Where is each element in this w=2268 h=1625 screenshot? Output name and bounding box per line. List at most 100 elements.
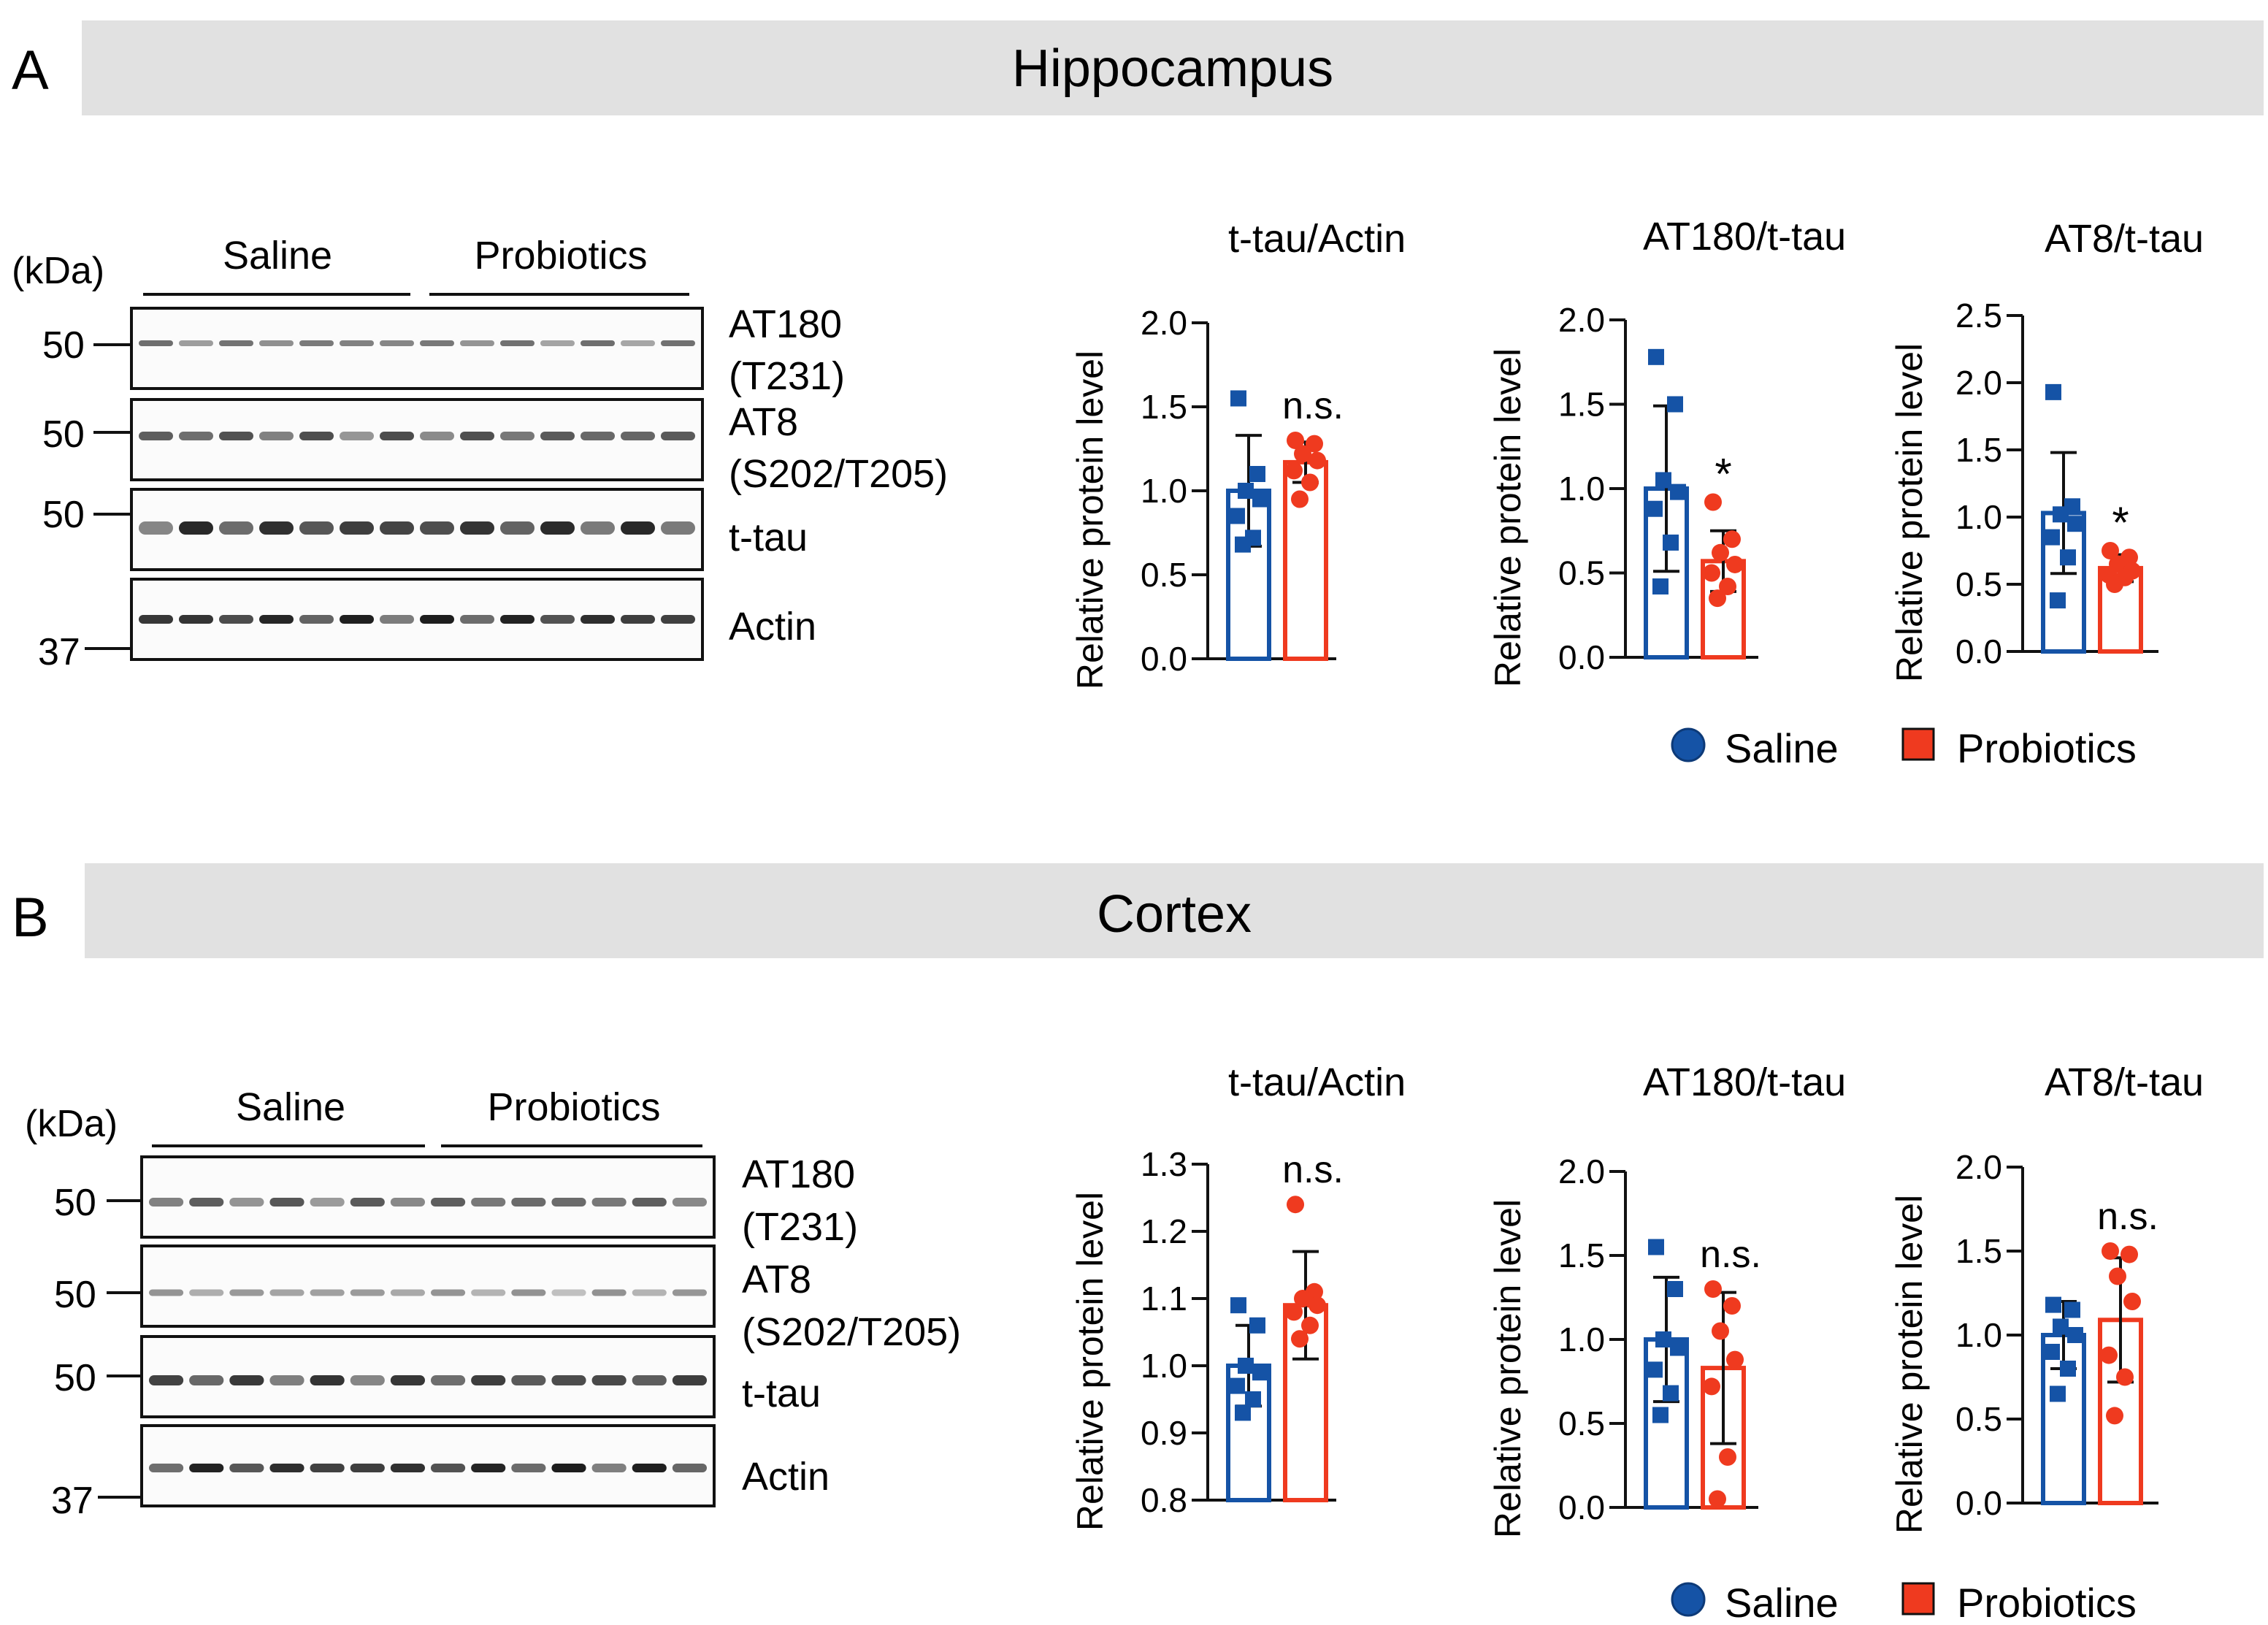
blot-band: [471, 1198, 506, 1207]
blot-band: [229, 1198, 264, 1207]
chart-b-at8-ttau: AT8/t-tau 0.0 0.5 1.0 1.5 2.0 Relative protein…: [1889, 1060, 2204, 1534]
data-point-probiotics: [2106, 1407, 2123, 1425]
blot-band: [551, 1289, 586, 1296]
chart-a-at8-ttau: AT8/t-tau 0.0 0.5 1.0 1.5 2.0 2.5 Relative prot…: [1889, 217, 2204, 682]
legend-b: Saline Probiotics: [1671, 1580, 2137, 1625]
blot-b-row-label-at180-line1: AT180: [742, 1152, 855, 1196]
blot-b-row-label-at180-line2: (T231): [742, 1205, 858, 1249]
blot-band: [540, 615, 575, 624]
panel-a-banner: [82, 20, 2264, 115]
blot-band: [269, 1289, 304, 1296]
data-point-saline: [1230, 390, 1246, 407]
blot-band: [460, 432, 494, 440]
panel-b-letter: B: [12, 887, 49, 949]
blot-a-marker-1: 50: [42, 324, 85, 367]
data-point-saline: [1235, 1404, 1251, 1421]
blot-a-strip-ttau: [130, 488, 704, 571]
blot-band: [259, 615, 294, 624]
blot-band: [219, 521, 253, 535]
blot-band: [672, 1464, 707, 1472]
blot-band: [390, 1198, 425, 1207]
blot-a-strip-actin: [130, 578, 704, 661]
data-point-probiotics: [1704, 493, 1722, 511]
data-point-saline: [1245, 1391, 1261, 1407]
blot-band: [632, 1464, 667, 1472]
blot-band: [390, 1464, 425, 1472]
blot-band: [420, 615, 454, 624]
data-point-probiotics: [1703, 564, 1720, 582]
y-tick-label: 1.0: [1558, 470, 1605, 508]
chart-b-ttau-actin: t-tau/Actin 0.8 0.9 1.0 1.1 1.2 1.3 Relative pr…: [1070, 1060, 1406, 1531]
data-point-saline: [2060, 1361, 2076, 1377]
y-axis-label: Relative protein level: [1487, 348, 1528, 687]
y-axis-label: Relative protein level: [1889, 1195, 1930, 1534]
blot-band: [591, 1198, 627, 1207]
chart-title: t-tau/Actin: [1228, 1060, 1406, 1104]
blot-band: [299, 340, 334, 346]
chart-title: t-tau/Actin: [1228, 217, 1406, 261]
blot-b-strip-actin: [140, 1424, 716, 1507]
data-point-saline: [2044, 1344, 2060, 1360]
chart-title: AT180/t-tau: [1643, 1060, 1846, 1104]
blot-band: [299, 521, 334, 535]
blot-a-kda-label: (kDa): [12, 250, 104, 292]
data-point-saline: [1652, 578, 1669, 594]
blot-band: [621, 521, 655, 535]
blot-band: [500, 521, 535, 535]
data-point-saline: [1655, 1331, 1671, 1347]
blot-b-row-label-ttau: t-tau: [742, 1372, 821, 1415]
data-point-saline: [2064, 1301, 2080, 1318]
data-point-probiotics: [2102, 1242, 2119, 1260]
y-tick-label: 0.0: [1558, 1488, 1605, 1526]
blot-band: [500, 615, 535, 624]
blot-band: [621, 340, 655, 346]
legend-a-probiotics-swatch: [1901, 727, 1935, 761]
data-point-saline: [2067, 516, 2083, 532]
data-point-saline: [1249, 1317, 1265, 1334]
data-point-saline: [1229, 1377, 1245, 1394]
y-tick-label: 0.0: [1141, 640, 1187, 678]
y-tick-label: 0.5: [1141, 556, 1187, 594]
blot-band: [551, 1198, 586, 1207]
y-axis-label: Relative protein level: [1070, 351, 1111, 689]
blot-band: [149, 1375, 184, 1385]
y-axis-label: Relative protein level: [1487, 1199, 1528, 1538]
y-tick-label: 0.9: [1141, 1414, 1187, 1452]
data-point-probiotics: [1726, 1350, 1744, 1369]
blot-band: [500, 340, 535, 346]
y-axis-label: Relative protein level: [1070, 1192, 1111, 1531]
blot-band: [350, 1289, 385, 1296]
y-tick-label: 1.0: [1955, 1316, 2002, 1354]
blot-band: [149, 1289, 184, 1296]
panel-a: A Hippocampus (kDa) Saline Probiotics 50…: [12, 20, 2264, 771]
y-tick-label: 0.5: [1558, 554, 1605, 592]
blot-band: [189, 1375, 224, 1385]
y-tick-label: 2.5: [1955, 297, 2002, 334]
y-tick-label: 0.8: [1141, 1481, 1187, 1519]
blot-band: [229, 1464, 264, 1472]
chart-title: AT8/t-tau: [2045, 1060, 2204, 1104]
data-point-saline: [1249, 466, 1265, 482]
data-point-saline: [1670, 1339, 1686, 1356]
data-point-probiotics: [1291, 490, 1309, 508]
data-point-probiotics: [2123, 1293, 2141, 1310]
blot-b-marker-1: 50: [54, 1182, 96, 1224]
data-point-probiotics: [1291, 1330, 1309, 1348]
data-point-probiotics: [1712, 1322, 1729, 1340]
y-tick-label: 1.0: [1141, 1347, 1187, 1385]
blot-a-marker-2: 50: [42, 413, 85, 456]
chart-a-ttau-actin: t-tau/Actin 0.0 0.5 1.0 1.5 2.0 Relative prote…: [1070, 217, 1406, 689]
y-tick-label: 1.5: [1141, 388, 1187, 426]
blot-a-row-label-actin: Actin: [729, 605, 816, 649]
blot-band: [390, 1289, 425, 1296]
blot-a-bands: [139, 340, 695, 624]
data-point-probiotics: [2116, 1368, 2134, 1386]
data-point-saline: [2067, 1327, 2083, 1343]
blot-band: [219, 340, 253, 346]
blot-b-strip-ttau: [140, 1335, 716, 1418]
blot-band: [390, 1375, 425, 1385]
blot-b-row-label-actin: Actin: [742, 1455, 830, 1499]
data-point-saline: [1230, 1297, 1246, 1314]
data-point-probiotics: [2120, 1245, 2138, 1263]
blot-band: [310, 1198, 345, 1207]
